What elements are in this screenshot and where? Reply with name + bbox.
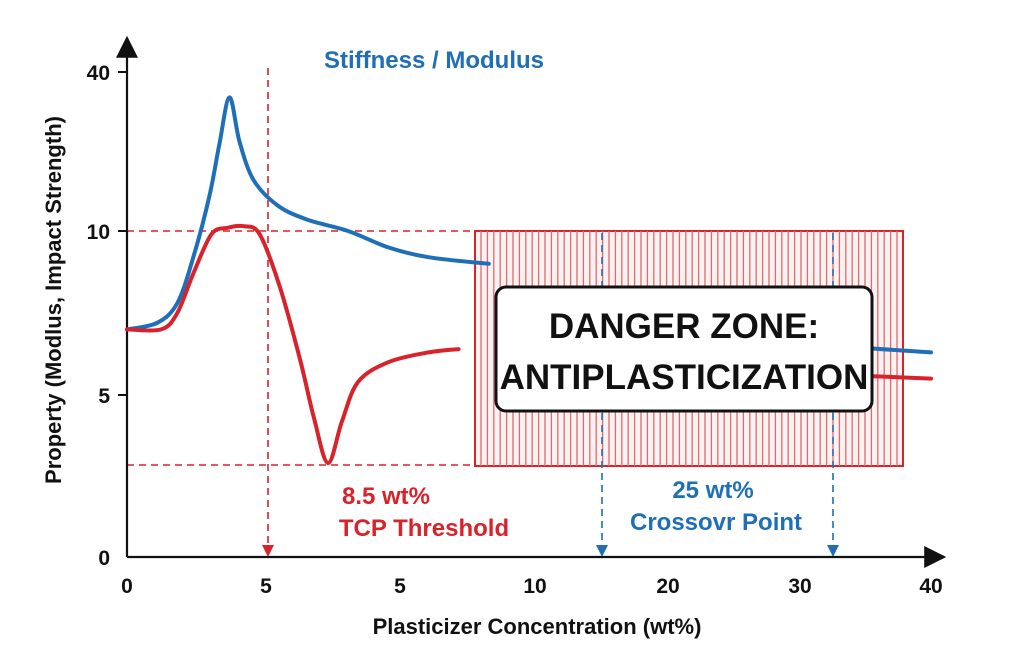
x-tick-label: 5 xyxy=(394,575,406,598)
x-tick-label: 40 xyxy=(919,575,942,598)
ref-arrow-tcp xyxy=(262,545,274,557)
tcp-threshold-label: TCP Threshold xyxy=(339,515,509,542)
crossover-label: Crossovr Point xyxy=(630,509,802,536)
ref-arrow-crossover-2 xyxy=(827,545,839,557)
x-axis-title: Plasticizer Concentration (wt%) xyxy=(373,614,702,639)
danger-callout: DANGER ZONE: ANTIPLASTICIZATION xyxy=(494,285,874,413)
series-line-impact xyxy=(125,223,461,466)
x-tick-label: 20 xyxy=(656,575,679,598)
danger-callout-box xyxy=(494,285,874,413)
x-tick-label: 5 xyxy=(260,575,272,598)
y-tick-label: 10 xyxy=(87,221,110,244)
x-tick-label: 10 xyxy=(523,575,546,598)
x-tick-labels: 0 5 5 10 20 30 40 xyxy=(121,575,943,598)
tcp-threshold-value: 8.5 wt% xyxy=(342,483,430,510)
x-tick-label: 0 xyxy=(121,575,133,598)
y-tick-labels: 40 10 5 0 xyxy=(87,62,111,570)
series-label-stiffness: Stiffness / Modulus xyxy=(324,47,544,74)
y-tick-label: 0 xyxy=(98,547,110,570)
y-tick-label: 40 xyxy=(87,62,110,85)
crossover-value: 25 wt% xyxy=(672,477,753,504)
x-tick-label: 30 xyxy=(788,575,811,598)
danger-zone-title: DANGER ZONE: xyxy=(549,307,819,346)
axes xyxy=(116,35,947,568)
danger-zone-subtitle: ANTIPLASTICIZATION xyxy=(500,358,869,397)
series-line-stiffness xyxy=(125,95,491,332)
ref-arrow-crossover-1 xyxy=(596,545,608,557)
y-axis-title: Property (Modlus, Impact Strength) xyxy=(41,116,66,484)
y-tick-label: 5 xyxy=(98,385,110,408)
